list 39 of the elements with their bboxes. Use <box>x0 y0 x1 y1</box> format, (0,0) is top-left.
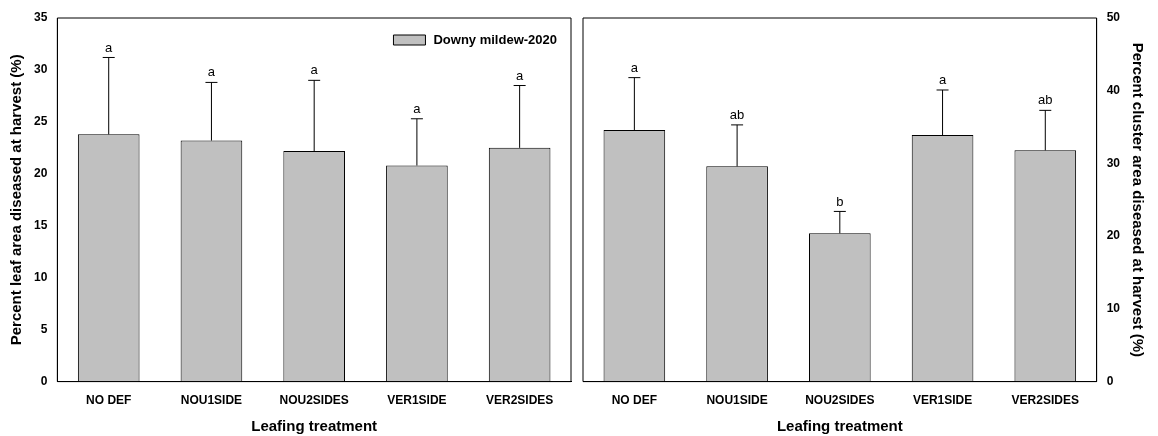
x-tick-label: VER1SIDE <box>912 393 973 408</box>
annotation: a <box>105 39 114 55</box>
annotation: a <box>938 72 947 88</box>
y-tick-label: 30 <box>33 62 48 77</box>
x-tick-label: NOU1SIDE <box>180 393 243 408</box>
x-tick-label: NOU2SIDES <box>805 393 875 408</box>
annotation: a <box>207 64 216 80</box>
annotation: a <box>516 67 525 83</box>
x-axis-title: Leafing treatment <box>251 417 378 435</box>
annotation: b <box>836 193 844 209</box>
annotation: ab <box>729 106 745 122</box>
y-tick-label: 15 <box>33 218 48 233</box>
y2-tick-label: 40 <box>1106 83 1121 98</box>
y-tick-label: 35 <box>33 10 48 25</box>
x-tick-label: VER2SIDES <box>1011 393 1079 408</box>
y2-tick-label: 50 <box>1106 10 1121 25</box>
y-tick-label: 20 <box>33 166 48 181</box>
x-tick-label: NOU2SIDES <box>279 393 349 408</box>
y2-tick-label: 30 <box>1106 155 1121 170</box>
annotation: a <box>630 59 639 75</box>
y-tick-label: 0 <box>40 373 48 388</box>
x-tick-label: NO DEF <box>86 393 132 408</box>
annotation: a <box>310 62 319 78</box>
x-tick-label: NO DEF <box>611 393 658 408</box>
y2-tick-label: 0 <box>1106 373 1114 388</box>
annotation: a <box>413 100 422 116</box>
x-tick-label: VER1SIDE <box>387 393 447 408</box>
y2-tick-label: 10 <box>1106 301 1121 316</box>
annotation: ab <box>1038 92 1053 108</box>
y-axis-title: Percent leaf area diseased at harvest (%) <box>7 54 25 346</box>
x-axis-title: Leafing treatment <box>776 417 903 435</box>
x-tick-label: NOU1SIDE <box>706 393 768 408</box>
y2-tick-label: 20 <box>1106 228 1121 243</box>
y2-axis-title: Percent cluster area diseased at harvest (%) <box>1129 42 1147 357</box>
y-tick-label: 10 <box>33 270 48 285</box>
y-tick-label: 25 <box>33 114 48 129</box>
legend-label: Downy mildew-2020 <box>433 31 558 47</box>
y-tick-label: 5 <box>40 321 48 336</box>
x-tick-label: VER2SIDES <box>485 393 554 408</box>
